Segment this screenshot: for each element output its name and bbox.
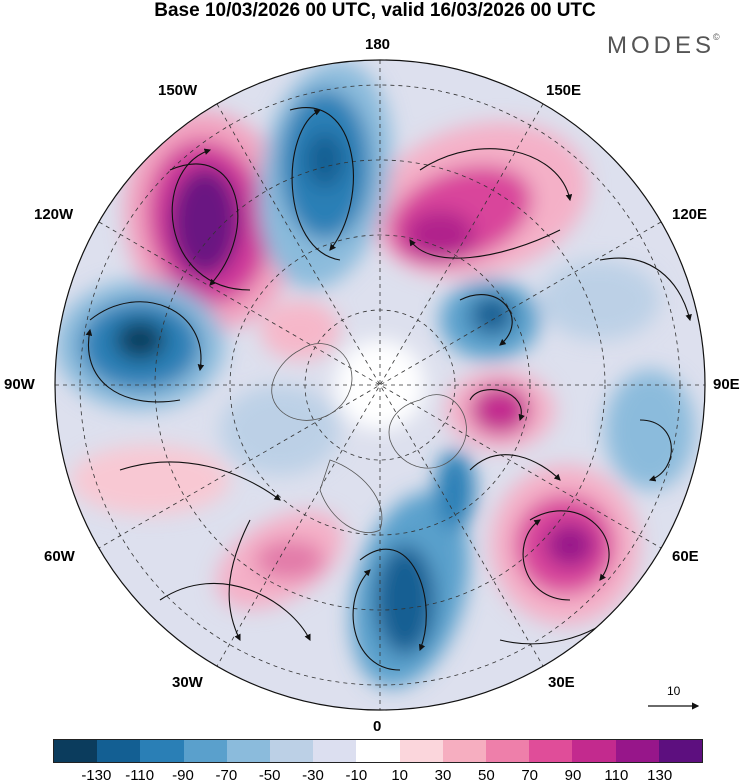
lon-label-90w: 90W	[4, 376, 35, 393]
lon-label-90e: 90E	[713, 376, 740, 393]
lon-label-120w: 120W	[34, 206, 74, 223]
colorbar-tick-label: -70	[215, 767, 238, 784]
colorbar-segment	[529, 740, 573, 762]
colorbar-segment	[140, 740, 184, 762]
colorbar-segment	[313, 740, 357, 762]
lon-label-60e: 60E	[672, 548, 699, 565]
map-title: Base 10/03/2026 00 UTC, valid 16/03/2026…	[154, 0, 596, 21]
colorbar-tick-label: 90	[564, 767, 582, 784]
graticule	[55, 60, 705, 710]
colorbar-tick-label: -50	[258, 767, 281, 784]
colorbar-tick-label: -30	[302, 767, 324, 784]
lon-label-120e: 120E	[672, 206, 708, 223]
colorbar-segment	[572, 740, 616, 762]
lon-label-150w: 150W	[158, 82, 198, 99]
colorbar-tick-label: 110	[604, 767, 629, 784]
colorbar-segment	[356, 740, 400, 762]
lon-label-30w: 30W	[172, 674, 203, 691]
colorbar-segment	[399, 740, 443, 762]
vector-reference-label: 10	[667, 684, 681, 698]
colorbar-tick-label: 70	[521, 767, 538, 784]
colorbar-segment	[442, 740, 487, 762]
colorbar-segment	[615, 740, 659, 762]
lon-label-150e: 150E	[546, 82, 582, 99]
colorbar-tick-label: -130	[81, 767, 112, 784]
colorbar-segment	[97, 740, 141, 762]
lon-label-180: 180	[365, 36, 391, 53]
colorbar-segment	[226, 740, 271, 762]
coastlines	[271, 343, 467, 533]
lon-label-0: 0	[373, 718, 382, 735]
colorbar	[53, 739, 703, 763]
lon-label-60w: 60W	[44, 548, 75, 565]
colorbar-tick-label: -90	[172, 767, 194, 784]
colorbar-tick-label: 30	[434, 767, 452, 784]
lon-label-30e: 30E	[548, 674, 575, 691]
colorbar-segment	[486, 740, 530, 762]
colorbar-tick-label: 10	[391, 767, 408, 784]
colorbar-tick-label: -10	[345, 767, 368, 784]
colorbar-segment	[183, 740, 227, 762]
colorbar-tick-label: -110	[125, 767, 155, 784]
anomaly-field	[55, 61, 695, 688]
colorbar-segment	[270, 740, 314, 762]
colorbar-segment	[658, 740, 703, 762]
colorbar-tick-label: 50	[477, 767, 495, 784]
colorbar-tick-label: 130	[647, 767, 673, 784]
colorbar-segment	[54, 740, 98, 762]
modes-logo: MODES©	[607, 32, 720, 59]
